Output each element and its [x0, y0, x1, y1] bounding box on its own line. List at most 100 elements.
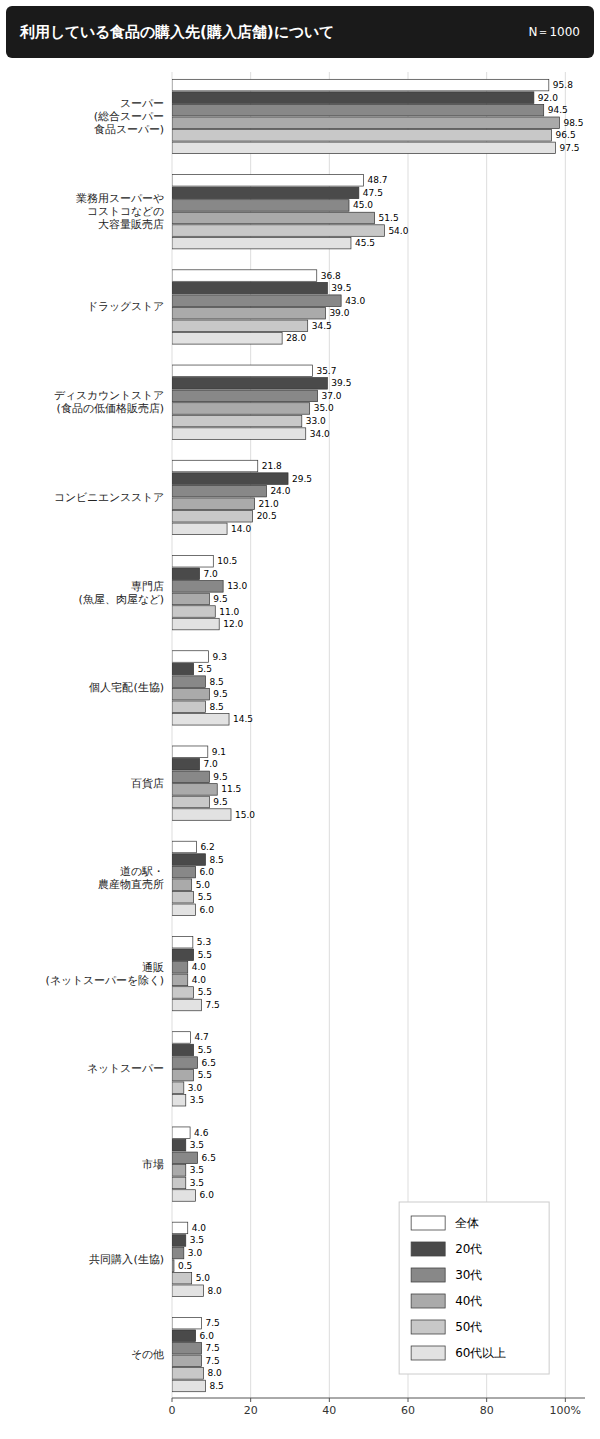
bars	[172, 79, 559, 1391]
data-label: 5.5	[198, 892, 212, 902]
bar	[172, 1222, 188, 1234]
data-label: 96.5	[556, 130, 576, 140]
bar	[172, 1190, 196, 1202]
bar	[172, 1032, 190, 1044]
tick-label: 60	[401, 1404, 415, 1417]
bar	[172, 879, 192, 891]
bar	[172, 1368, 203, 1380]
legend-swatch	[411, 1242, 445, 1256]
bar	[172, 237, 351, 249]
legend: 全体20代30代40代50代60代以上	[399, 1202, 549, 1374]
title: 利用している食品の購入先(購入店舗)について	[19, 23, 334, 41]
legend-swatch	[411, 1294, 445, 1308]
bar	[172, 759, 200, 771]
y-axis: スーパー(総合スーパー食品スーパー)業務用スーパーやコストコなどの大容量販売店ド…	[45, 97, 164, 1361]
subtitle: N＝1000	[528, 25, 580, 39]
legend-label: 全体	[455, 1216, 479, 1230]
data-label: 3.0	[188, 1248, 203, 1258]
data-label: 35.0	[314, 403, 334, 413]
bar	[172, 225, 384, 237]
grid-line	[408, 72, 409, 1398]
data-label: 39.0	[329, 308, 349, 318]
data-labels: 95.892.094.598.596.597.548.747.545.051.5…	[178, 80, 584, 1391]
data-label: 6.0	[200, 867, 215, 877]
bar	[172, 1343, 202, 1355]
data-label: 39.5	[331, 378, 351, 388]
bar	[172, 854, 205, 866]
data-label: 11.0	[219, 607, 239, 617]
category-label: 業務用スーパーやコストコなどの大容量販売店	[76, 192, 164, 231]
bar	[172, 212, 375, 224]
data-label: 98.5	[563, 118, 583, 128]
bar	[172, 949, 194, 961]
bar	[172, 784, 217, 796]
data-label: 92.0	[538, 93, 558, 103]
bar	[172, 651, 209, 663]
data-label: 4.0	[192, 962, 207, 972]
data-label: 4.0	[192, 975, 207, 985]
bar	[172, 92, 534, 104]
data-label: 8.5	[209, 855, 223, 865]
bar	[172, 1082, 184, 1094]
bar	[172, 1235, 186, 1247]
grid	[172, 72, 565, 1398]
category-label: スーパー(総合スーパー食品スーパー)	[94, 97, 164, 136]
data-label: 6.2	[200, 842, 214, 852]
grid-line	[486, 72, 487, 1398]
category-label: コンビニエンスストア	[54, 491, 164, 504]
category-label: 共同購入(生協)	[89, 1253, 164, 1266]
bar	[172, 175, 364, 187]
bar	[172, 701, 205, 713]
bar	[172, 307, 325, 319]
legend-swatch	[411, 1216, 445, 1230]
bar	[172, 415, 302, 427]
data-label: 15.0	[235, 810, 255, 820]
bar	[172, 676, 205, 688]
data-label: 3.5	[190, 1235, 204, 1245]
bar	[172, 1247, 184, 1259]
bar	[172, 130, 552, 142]
category-label: ネットスーパー	[87, 1062, 164, 1075]
bar	[172, 511, 253, 523]
bar	[172, 606, 215, 618]
data-label: 45.5	[355, 238, 375, 248]
bar	[172, 282, 327, 294]
data-label: 8.5	[209, 1381, 223, 1391]
data-label: 20.5	[257, 511, 277, 521]
legend-label: 50代	[455, 1320, 482, 1334]
data-label: 5.5	[198, 1045, 212, 1055]
tick-mark	[329, 1398, 330, 1402]
data-label: 21.8	[262, 461, 282, 471]
bar	[172, 187, 359, 199]
data-label: 8.0	[207, 1368, 222, 1378]
bar	[172, 200, 349, 212]
data-label: 35.7	[316, 366, 336, 376]
tick-label: 0	[169, 1404, 176, 1417]
bar	[172, 320, 308, 332]
data-label: 54.0	[388, 226, 408, 236]
bar	[172, 581, 223, 593]
data-label: 5.5	[198, 987, 212, 997]
bar	[172, 618, 219, 630]
bar	[172, 1139, 186, 1151]
data-label: 3.5	[190, 1165, 204, 1175]
data-label: 0.5	[178, 1261, 192, 1271]
bar	[172, 688, 209, 700]
tick-mark	[565, 1398, 566, 1402]
title-bar: 利用している食品の購入先(購入店舗)について N＝1000	[6, 6, 594, 58]
data-label: 3.0	[188, 1083, 203, 1093]
data-label: 6.0	[200, 1190, 215, 1200]
bar	[172, 1165, 186, 1177]
category-label: 市場	[142, 1158, 164, 1171]
data-label: 14.5	[233, 714, 253, 724]
bar	[172, 771, 209, 783]
category-label: 通販(ネットスーパーを除く)	[45, 961, 164, 987]
data-label: 97.5	[560, 143, 580, 153]
data-label: 21.0	[259, 499, 279, 509]
data-label: 6.5	[202, 1153, 216, 1163]
tick-label: 80	[480, 1404, 494, 1417]
data-label: 4.6	[194, 1128, 209, 1138]
data-label: 51.5	[379, 213, 399, 223]
data-label: 3.5	[190, 1140, 204, 1150]
bar	[172, 365, 312, 377]
